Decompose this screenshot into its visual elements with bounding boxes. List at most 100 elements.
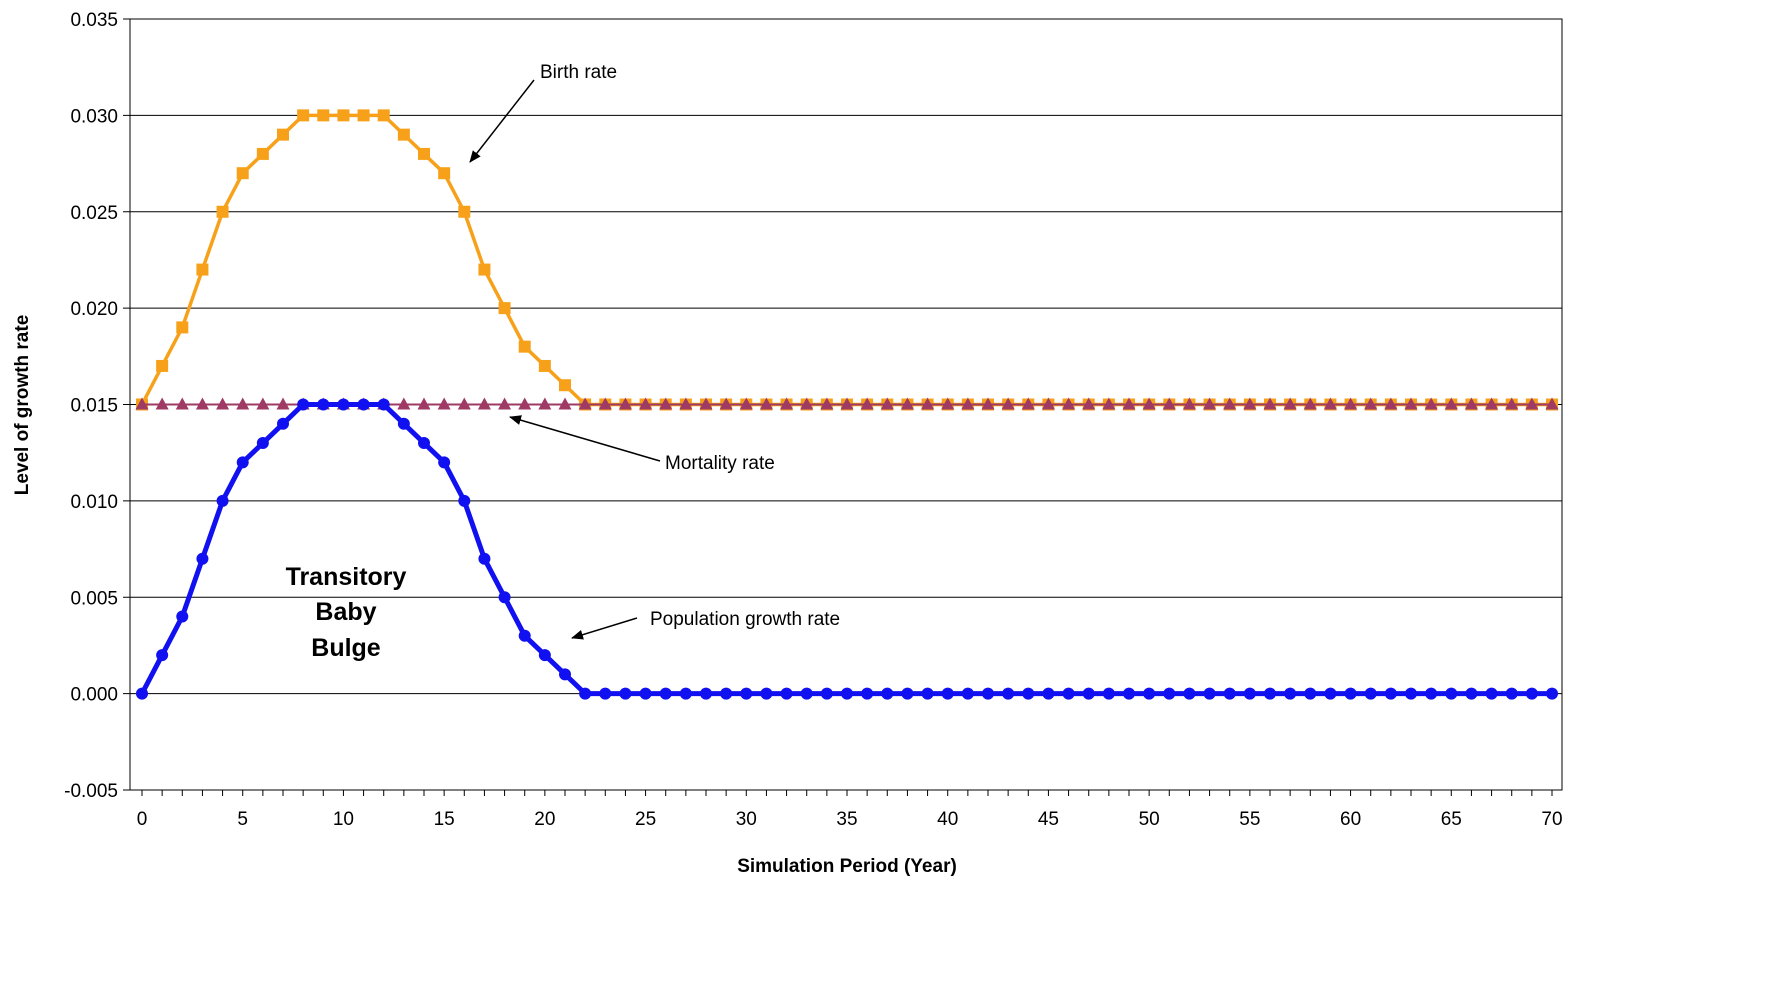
data-point	[297, 109, 310, 122]
data-point	[1525, 687, 1538, 700]
data-point	[800, 687, 813, 700]
data-point	[982, 687, 994, 700]
data-point	[498, 591, 511, 604]
data-point	[1223, 397, 1237, 410]
data-point	[1001, 397, 1015, 410]
y-tick-label: 0.025	[70, 203, 118, 224]
data-point	[317, 398, 330, 411]
data-point	[1102, 687, 1115, 700]
data-point	[277, 128, 289, 141]
axes: -0.005 0.000 0.005 0.010 0.015 0.020 0.025 0.03…	[12, 10, 1563, 877]
data-point	[236, 456, 249, 469]
data-point	[1485, 687, 1498, 700]
data-point	[759, 397, 773, 410]
x-tick-label: 30	[736, 809, 757, 830]
data-point	[176, 321, 189, 334]
data-point	[276, 397, 290, 410]
y-tick-label: 0.010	[70, 492, 118, 513]
data-point	[1384, 687, 1397, 700]
data-point	[1082, 687, 1095, 700]
x-tick-label: 5	[237, 809, 248, 830]
data-point	[1444, 397, 1458, 410]
data-point	[881, 687, 894, 700]
data-point	[236, 167, 249, 180]
birth-rate-annotation: Birth rate	[540, 62, 617, 83]
data-point	[1041, 397, 1055, 410]
data-point	[1223, 687, 1236, 700]
y-tick-label: 0.015	[70, 396, 118, 417]
data-point	[1324, 687, 1337, 700]
data-point	[1364, 397, 1378, 410]
data-point	[458, 494, 471, 507]
data-point	[216, 494, 229, 507]
plot-border	[129, 18, 1563, 791]
data-point	[297, 398, 310, 411]
data-point	[1263, 397, 1277, 410]
y-tick-label: 0.020	[70, 299, 118, 320]
data-point	[1264, 687, 1276, 700]
data-point	[518, 397, 532, 410]
data-point	[1404, 397, 1418, 410]
data-point	[195, 397, 209, 410]
x-axis-title: Simulation Period (Year)	[737, 856, 957, 877]
data-point	[961, 397, 975, 410]
data-point	[377, 398, 390, 411]
data-point	[941, 397, 955, 410]
data-point	[1142, 397, 1156, 410]
x-tick-label: 0	[137, 809, 148, 830]
data-point	[1464, 397, 1478, 410]
data-point	[1424, 397, 1438, 410]
x-tick-label: 25	[635, 809, 656, 830]
data-point	[1162, 397, 1176, 410]
population-growth-arrow	[571, 617, 638, 640]
data-point	[1485, 397, 1499, 410]
data-point	[1123, 687, 1135, 700]
data-point	[1284, 687, 1297, 700]
data-point	[981, 397, 995, 410]
data-point	[1505, 687, 1518, 700]
mortality-rate-arrow	[509, 415, 661, 462]
data-point	[337, 109, 350, 122]
data-point	[559, 379, 571, 392]
birth-rate-arrow	[469, 79, 535, 163]
data-point	[135, 397, 149, 410]
data-point	[538, 397, 552, 410]
data-point	[538, 359, 551, 372]
data-point	[397, 397, 411, 410]
bulge-label-line1: Transitory	[286, 563, 407, 591]
data-point	[578, 397, 592, 410]
data-point	[720, 687, 733, 700]
data-point	[740, 687, 753, 700]
data-point	[1102, 397, 1116, 410]
data-point	[1344, 687, 1357, 700]
data-point	[1364, 687, 1377, 700]
data-point	[901, 687, 914, 700]
mortality-rate-annotation: Mortality rate	[665, 453, 775, 474]
data-point	[1283, 397, 1297, 410]
data-point	[458, 205, 471, 218]
data-point	[619, 687, 632, 700]
data-point	[780, 687, 793, 700]
data-point	[518, 340, 531, 353]
x-tick-label: 45	[1038, 809, 1059, 830]
data-point	[196, 552, 209, 565]
data-point	[357, 109, 370, 122]
series-population-growth-rate	[136, 398, 1558, 700]
data-point	[639, 687, 652, 700]
data-point	[1062, 687, 1075, 700]
data-point	[800, 397, 814, 410]
data-point	[478, 552, 491, 565]
data-point	[417, 397, 431, 410]
y-tick-label: 0.035	[70, 10, 118, 31]
data-point	[498, 397, 512, 410]
data-point	[1002, 687, 1015, 700]
data-point	[1384, 397, 1398, 410]
x-tick-label: 60	[1340, 809, 1361, 830]
data-point	[679, 687, 692, 700]
data-point	[1143, 687, 1156, 700]
data-point	[317, 109, 330, 122]
data-point	[438, 167, 451, 180]
data-point	[921, 687, 934, 700]
data-point	[277, 417, 289, 430]
